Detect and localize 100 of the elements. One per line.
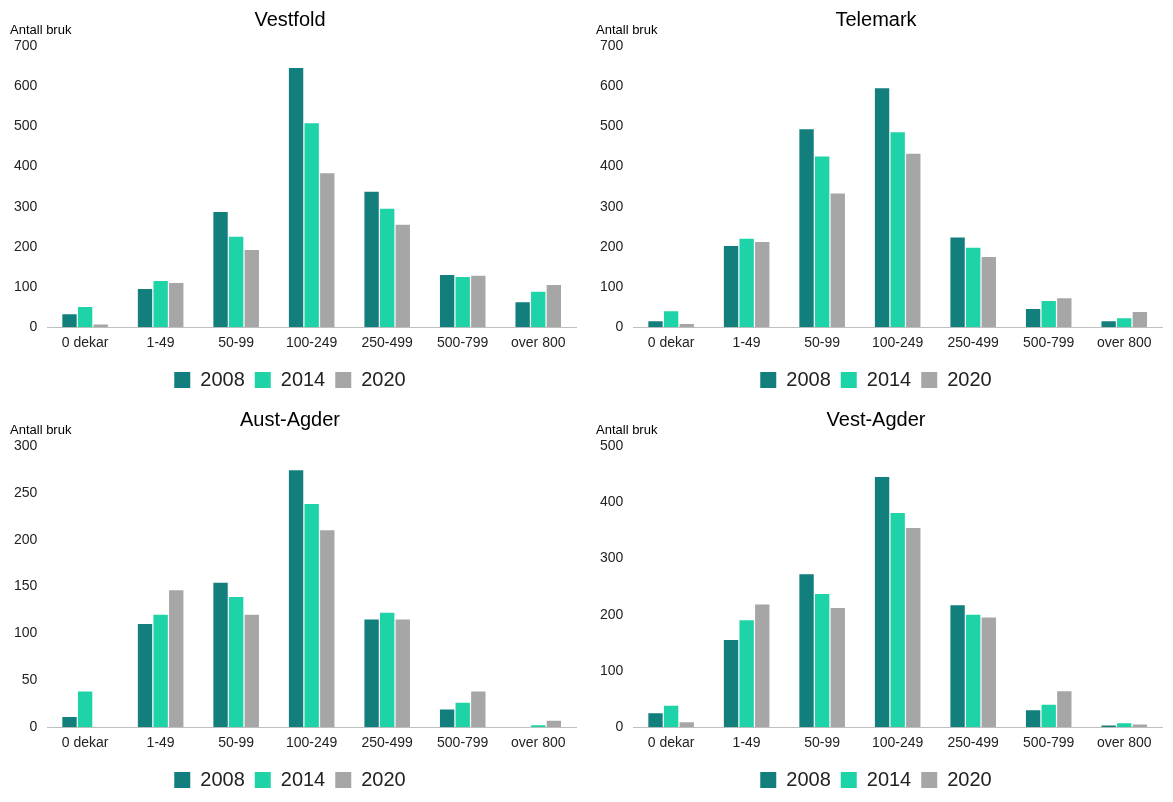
x-tick-label: 250-499 — [947, 334, 1000, 351]
bar — [1117, 723, 1132, 728]
bar — [320, 173, 335, 328]
y-tick-label: 200 — [14, 530, 38, 547]
y-tick-label: 300 — [600, 549, 624, 566]
bar — [679, 323, 694, 328]
bar — [77, 307, 93, 328]
y-tick-label: 100 — [600, 661, 624, 678]
bar — [755, 604, 770, 728]
bar — [830, 193, 845, 328]
bar — [906, 153, 921, 328]
bar — [1101, 321, 1116, 328]
legend-label: 2014 — [866, 767, 912, 790]
y-tick-label: 400 — [600, 157, 624, 174]
bar — [77, 691, 93, 728]
x-tick-label: over 800 — [1097, 334, 1152, 351]
legend-label: 2014 — [866, 367, 912, 390]
x-tick-label: 1-49 — [732, 734, 761, 751]
y-tick-label: 200 — [14, 237, 38, 254]
x-tick-label: 50-99 — [804, 334, 841, 351]
bar — [62, 314, 77, 328]
bar — [799, 574, 814, 728]
bar — [723, 246, 739, 328]
y-tick-label: 0 — [29, 718, 38, 735]
y-tick-label: 0 — [615, 718, 624, 735]
x-tick-label: 50-99 — [218, 334, 255, 351]
legend-label: 2020 — [947, 367, 992, 390]
bar — [439, 274, 455, 328]
bar — [648, 321, 663, 328]
y-tick-label: 200 — [600, 237, 624, 254]
y-tick-label: 500 — [600, 117, 624, 134]
y-tick-label: 500 — [600, 436, 624, 453]
bar — [169, 590, 184, 728]
bar — [228, 596, 244, 728]
x-tick-label: 100-249 — [871, 334, 924, 351]
bar — [531, 291, 546, 328]
bar — [890, 132, 905, 328]
bar — [799, 129, 814, 328]
chart-title: Aust-Agder — [239, 407, 341, 430]
x-tick-label: 500-799 — [1023, 734, 1075, 751]
bar — [755, 242, 770, 328]
x-tick-label: 50-99 — [804, 734, 841, 751]
legend-label: 2020 — [361, 367, 406, 390]
y-tick-label: 50 — [21, 671, 38, 688]
bar — [364, 619, 379, 728]
bar — [1057, 298, 1072, 328]
bar — [439, 709, 455, 728]
bar — [1025, 710, 1041, 728]
bar — [1132, 311, 1148, 328]
bar — [364, 191, 379, 328]
bar — [950, 605, 965, 728]
bar — [1057, 691, 1072, 728]
x-tick-label: 1-49 — [732, 334, 761, 351]
x-tick-label: 250-499 — [361, 334, 414, 351]
x-tick-label: 1-49 — [146, 334, 175, 351]
y-axis-title: Antall bruk — [596, 21, 658, 37]
bar — [679, 722, 694, 728]
bar — [966, 247, 981, 328]
y-tick-label: 300 — [14, 436, 38, 453]
bar — [814, 593, 830, 728]
x-tick-label: 500-799 — [437, 334, 489, 351]
y-tick-label: 600 — [14, 77, 38, 94]
y-tick-label: 700 — [600, 36, 624, 53]
bar — [981, 256, 996, 328]
bar — [950, 237, 965, 328]
bar — [93, 324, 108, 328]
y-tick-label: 0 — [615, 318, 624, 335]
x-tick-label: 100-249 — [871, 734, 924, 751]
bar — [169, 283, 184, 328]
bar — [380, 612, 395, 728]
bar — [213, 211, 228, 328]
bar — [906, 528, 921, 728]
legend-label: 2008 — [786, 767, 831, 790]
bar — [304, 123, 319, 328]
bar — [395, 224, 410, 328]
bar — [395, 619, 410, 728]
y-tick-label: 300 — [14, 197, 38, 214]
legend-label: 2014 — [280, 767, 326, 790]
y-tick-label: 150 — [14, 577, 38, 594]
chart-title: Telemark — [835, 7, 918, 30]
y-tick-label: 250 — [14, 483, 38, 500]
x-tick-label: 0 dekar — [647, 334, 695, 351]
x-tick-label: 250-499 — [361, 734, 414, 751]
y-tick-label: 400 — [14, 157, 38, 174]
y-tick-label: 100 — [600, 277, 624, 294]
bar — [814, 156, 830, 328]
bar — [471, 275, 486, 328]
bar — [244, 250, 259, 328]
bar — [244, 614, 259, 728]
bar — [153, 281, 168, 328]
bar — [1117, 318, 1132, 328]
bar — [213, 582, 228, 728]
y-tick-label: 100 — [14, 624, 38, 641]
bar — [830, 607, 845, 728]
y-tick-label: 400 — [600, 493, 624, 510]
bar — [890, 512, 905, 728]
y-tick-label: 100 — [14, 277, 38, 294]
bar — [62, 716, 77, 728]
bar — [648, 713, 663, 728]
y-tick-label: 200 — [600, 605, 624, 622]
